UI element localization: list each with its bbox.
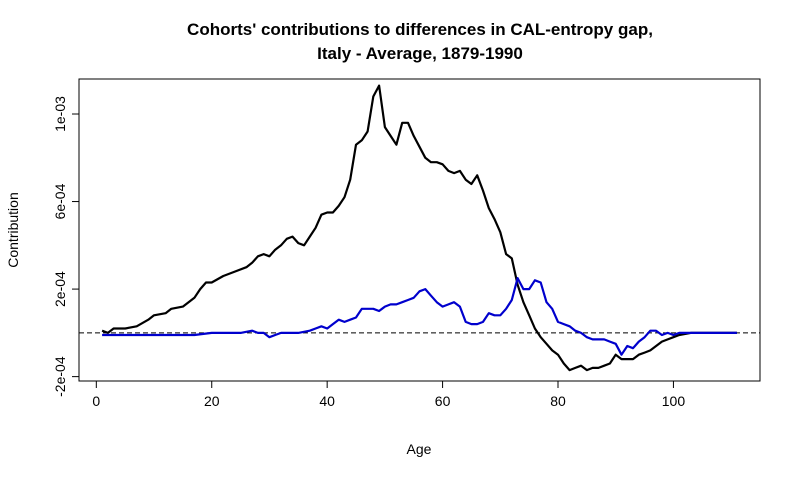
- x-tick-label: 80: [550, 393, 566, 409]
- series-1: [101, 84, 737, 372]
- x-axis-label: Age: [407, 441, 432, 457]
- x-tick-label: 40: [319, 393, 335, 409]
- y-tick-label: -2e-04: [52, 356, 68, 397]
- chart-title-line-2: Italy - Average, 1879-1990: [317, 44, 523, 63]
- x-tick-label: 60: [435, 393, 451, 409]
- y-tick-label: 1e-03: [52, 96, 68, 132]
- series-2: [102, 277, 737, 356]
- x-tick-label: 20: [204, 393, 220, 409]
- x-tick-label: 100: [662, 393, 686, 409]
- series-line-1: [101, 84, 737, 372]
- series-line-2: [102, 277, 737, 356]
- x-tick-label: 0: [92, 393, 100, 409]
- y-tick-label: 6e-04: [52, 183, 68, 219]
- x-axis: 0 20 40 60 80 100: [92, 380, 686, 409]
- y-tick-label: 2e-04: [52, 271, 68, 307]
- chart-title-line-1: Cohorts' contributions to differences in…: [187, 20, 653, 39]
- y-axis: -2e-04 2e-04 6e-04 1e-03: [52, 96, 80, 397]
- y-axis-label: Contribution: [5, 192, 21, 268]
- series-layer: [101, 84, 737, 372]
